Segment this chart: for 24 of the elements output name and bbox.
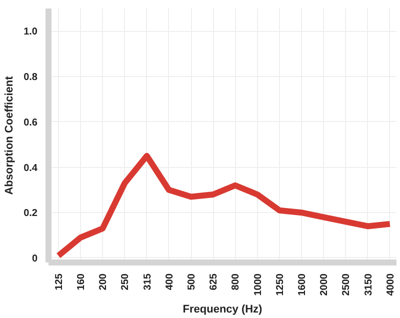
x-tick-label: 160 bbox=[76, 273, 88, 290]
x-tick-label: 1000 bbox=[252, 273, 264, 296]
x-tick-label: 315 bbox=[142, 273, 154, 290]
x-tick-label: 800 bbox=[230, 273, 242, 290]
x-tick-label: 1250 bbox=[274, 273, 286, 296]
x-tick-label: 625 bbox=[208, 273, 220, 290]
x-tick-label: 500 bbox=[186, 273, 198, 290]
x-tick-label: 3150 bbox=[363, 273, 374, 296]
y-tick-label: 1.0 bbox=[24, 26, 38, 38]
y-axis-title: Absorption Coefficient bbox=[4, 76, 16, 195]
x-tick-label: 200 bbox=[98, 273, 110, 290]
y-tick-label: 0.6 bbox=[24, 117, 38, 128]
x-tick-label: 400 bbox=[164, 273, 176, 290]
y-tick-label: 0 bbox=[32, 253, 38, 264]
x-tick-label: 125 bbox=[54, 273, 65, 290]
y-tick-label: 0.2 bbox=[24, 208, 38, 220]
x-tick-label: 2000 bbox=[319, 273, 330, 296]
x-tick-label: 4000 bbox=[385, 273, 396, 296]
x-tick-label: 2500 bbox=[341, 273, 352, 296]
y-tick-label: 0.8 bbox=[24, 72, 38, 84]
x-tick-label: 250 bbox=[120, 273, 132, 290]
x-tick-label: 1600 bbox=[296, 273, 308, 296]
y-tick-label: 0.4 bbox=[24, 162, 38, 174]
x-axis-title: Frequency (Hz) bbox=[182, 304, 263, 316]
